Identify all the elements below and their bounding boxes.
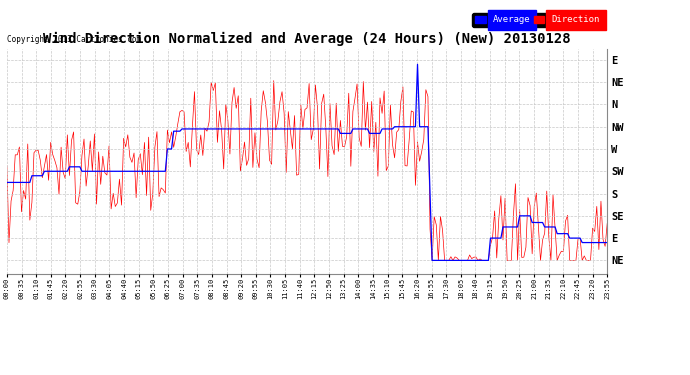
Legend: Average, Direction: Average, Direction <box>473 13 602 27</box>
Title: Wind Direction Normalized and Average (24 Hours) (New) 20130128: Wind Direction Normalized and Average (2… <box>43 32 571 46</box>
Text: Copyright 2013 Cartronics.com: Copyright 2013 Cartronics.com <box>7 35 141 44</box>
